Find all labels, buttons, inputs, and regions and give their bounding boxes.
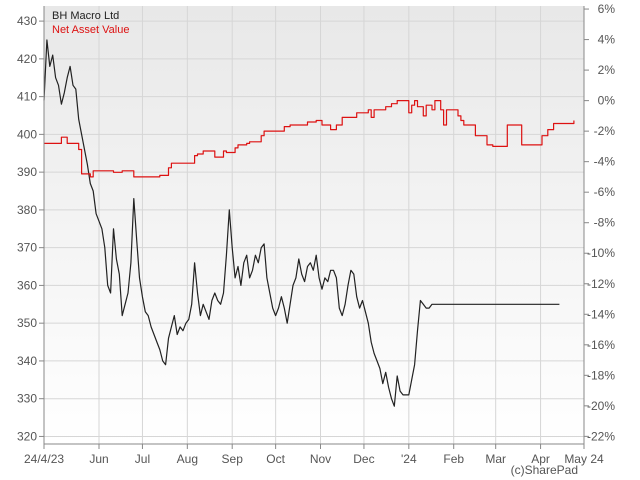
right-tick-label: -16% xyxy=(587,338,615,352)
x-tick-label: 24/4/23 xyxy=(24,452,64,466)
x-tick-label: Apr xyxy=(531,452,550,466)
right-tick-label: -22% xyxy=(587,429,615,443)
right-tick-label: 4% xyxy=(598,33,616,47)
x-tick-label: Sep xyxy=(222,452,244,466)
x-axis: 24/4/23 Jun Jul Aug Sep Oct Nov Dec '24 Feb Mar Apr… xyxy=(24,443,604,466)
right-tick-label: -14% xyxy=(587,307,615,321)
right-tick-label: -20% xyxy=(587,399,615,413)
plot-background xyxy=(44,6,584,444)
share-price-series-line xyxy=(43,39,560,407)
left-tick-label: 410 xyxy=(17,90,37,104)
left-tick-label: 350 xyxy=(17,316,37,330)
right-tick-label: -10% xyxy=(587,246,615,260)
x-tick-label: Jul xyxy=(135,452,150,466)
left-tick-label: 430 xyxy=(17,14,37,28)
left-tick-label: 380 xyxy=(17,203,37,217)
left-tick-label: 330 xyxy=(17,392,37,406)
right-tick-label: -18% xyxy=(587,368,615,382)
legend-entry: BH Macro Ltd xyxy=(52,10,119,22)
credit-label: (c)SharePad xyxy=(511,463,578,477)
left-tick-label: 370 xyxy=(17,241,37,255)
left-tick-label: 340 xyxy=(17,354,37,368)
x-tick-label: Aug xyxy=(177,452,198,466)
x-tick-label: '24 xyxy=(401,452,417,466)
nav-series-line xyxy=(44,100,575,178)
left-tick-label: 400 xyxy=(17,127,37,141)
left-tick-label: 320 xyxy=(17,429,37,443)
x-tick-label: May 24 xyxy=(564,452,604,466)
left-tick-label: 420 xyxy=(17,52,37,66)
right-tick-label: -2% xyxy=(594,124,616,138)
x-tick-label: Mar xyxy=(485,452,506,466)
right-tick-label: -12% xyxy=(587,277,615,291)
left-y-axis: 320 330 340 350 360 370 380 390 400 410 420 430 xyxy=(17,6,45,444)
right-tick-label: 6% xyxy=(598,2,616,16)
x-tick-label: Feb xyxy=(443,452,464,466)
legend: BH Macro Ltd Net Asset Value xyxy=(52,10,129,36)
right-tick-label: -8% xyxy=(594,216,616,230)
left-tick-label: 360 xyxy=(17,278,37,292)
x-tick-label: Oct xyxy=(266,452,285,466)
left-tick-label: 390 xyxy=(17,165,37,179)
right-tick-label: -4% xyxy=(594,155,616,169)
x-tick-label: Jun xyxy=(89,452,108,466)
x-tick-label: Dec xyxy=(353,452,374,466)
right-y-axis: 6% 4% 2% 0% -2% -4% -6% -8% -10% -12% -14% -16% -18%… xyxy=(583,2,616,444)
right-tick-label: 0% xyxy=(598,94,616,108)
right-tick-label: -6% xyxy=(594,185,616,199)
series-lines xyxy=(43,39,575,407)
legend-entry: Net Asset Value xyxy=(52,24,129,36)
right-tick-label: 2% xyxy=(598,63,616,77)
x-tick-label: Nov xyxy=(310,452,331,466)
